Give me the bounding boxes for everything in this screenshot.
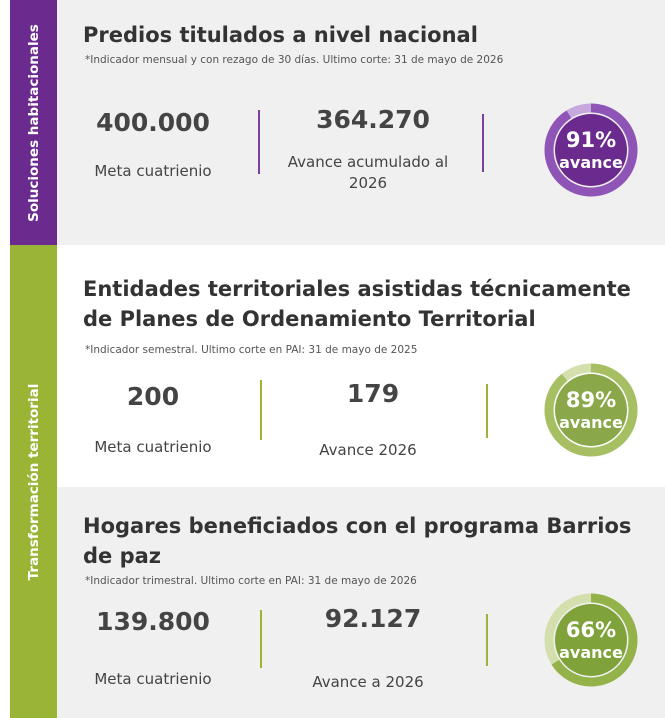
divider xyxy=(482,114,484,172)
indicator-note: *Indicador trimestral. Ultimo corte en P… xyxy=(85,575,417,587)
goal-value: 400.000 xyxy=(96,108,210,137)
percent-label: 66% xyxy=(566,618,616,642)
progress-label: Avance acumulado al 2026 xyxy=(287,153,449,192)
divider xyxy=(260,610,262,668)
divider xyxy=(258,110,260,174)
ring-text: avance xyxy=(559,153,623,172)
progress-value: 364.270 xyxy=(316,105,430,134)
ring-arc xyxy=(544,103,638,197)
section-band: Transformación territorial xyxy=(10,245,57,718)
indicator-note: *Indicador semestral. Ultimo corte en PA… xyxy=(85,344,418,356)
progress-label: Avance 2026 xyxy=(319,441,417,459)
percent-label: 91% xyxy=(566,128,616,152)
divider xyxy=(486,614,488,666)
indicator-note: *Indicador mensual y con rezago de 30 dí… xyxy=(85,54,504,66)
progress-ring: 89%avance xyxy=(544,363,638,457)
ring-arc xyxy=(544,363,638,457)
progress-ring: 66%avance xyxy=(544,593,638,687)
indicator-title: Predios titulados a nivel nacional xyxy=(83,23,478,47)
percent-label: 89% xyxy=(566,388,616,412)
divider xyxy=(260,380,262,440)
ring-text: avance xyxy=(559,643,623,662)
section-label: Transformación territorial xyxy=(25,383,42,580)
progress-ring: 91%avance xyxy=(544,103,638,197)
indicator-card: Entidades territoriales asistidas técnic… xyxy=(57,250,665,485)
indicator-title: Entidades territoriales asistidas técnic… xyxy=(83,277,631,331)
goal-value: 200 xyxy=(126,382,180,411)
goal-label: Meta cuatrienio xyxy=(94,438,212,456)
goal-label: Meta cuatrienio xyxy=(94,670,212,688)
ring-arc xyxy=(544,593,638,687)
goal-label: Meta cuatrienio xyxy=(94,162,212,180)
indicator-card: Predios titulados a nivel nacional *Indic… xyxy=(57,0,665,245)
ring-disc xyxy=(555,114,627,186)
progress-label: Avance a 2026 xyxy=(312,673,424,691)
progress-value: 92.127 xyxy=(324,604,422,633)
section-label: Soluciones habitacionales xyxy=(25,23,42,222)
divider xyxy=(486,384,488,438)
goal-value: 139.800 xyxy=(96,607,210,636)
ring-disc xyxy=(555,604,627,676)
ring-disc xyxy=(555,374,627,446)
ring-text: avance xyxy=(559,413,623,432)
progress-value: 179 xyxy=(346,379,400,408)
indicator-card: Hogares beneficiados con el programa Bar… xyxy=(57,487,665,718)
section-band: Soluciones habitacionales xyxy=(10,0,57,245)
indicator-title: Hogares beneficiados con el programa Bar… xyxy=(83,514,632,568)
